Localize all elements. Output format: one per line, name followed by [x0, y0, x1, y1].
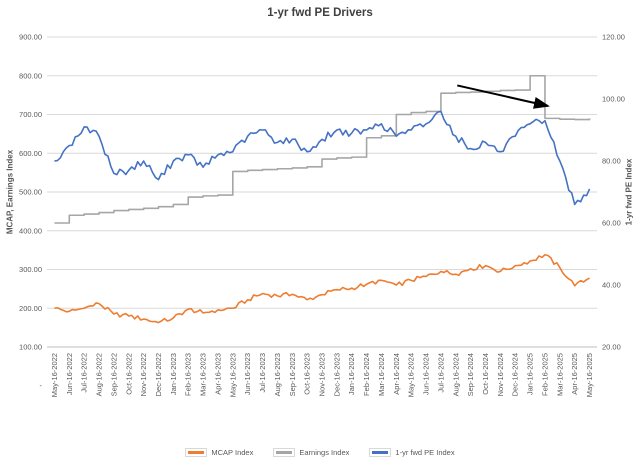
legend-label-mcap-index: MCAP Index	[211, 448, 254, 457]
svg-text:Aug-16-2023: Aug-16-2023	[273, 353, 282, 396]
svg-text:May-16-2025: May-16-2025	[585, 353, 594, 397]
svg-text:Jan-16-2023: Jan-16-2023	[169, 353, 178, 395]
legend-key-box	[369, 448, 392, 457]
svg-text:Mar-16-2024: Mar-16-2024	[377, 353, 386, 396]
x-axis-labels: May-16-2022 Jun-16-2022 Jul-16-2022 Aug-16-…	[50, 353, 594, 397]
svg-text:700.00: 700.00	[19, 110, 42, 119]
svg-text:600.00: 600.00	[19, 149, 42, 158]
svg-text:Jul-16-2022: Jul-16-2022	[80, 353, 89, 393]
legend-key-box	[273, 448, 296, 457]
svg-text:Aug-16-2022: Aug-16-2022	[95, 353, 104, 396]
legend-label-earnings-index: Earnings Index	[299, 448, 350, 457]
annotation-arrow	[457, 84, 550, 109]
svg-text:20.00: 20.00	[602, 343, 621, 352]
svg-text:Dec-16-2022: Dec-16-2022	[154, 353, 163, 396]
svg-text:Feb-16-2025: Feb-16-2025	[540, 353, 549, 396]
svg-text:100.00: 100.00	[602, 95, 625, 104]
legend-label-pe-index: 1-yr fwd PE Index	[395, 448, 455, 457]
svg-text:500.00: 500.00	[19, 188, 42, 197]
series-line-earnings-index	[54, 74, 591, 224]
svg-text:Nov-16-2023: Nov-16-2023	[318, 353, 327, 396]
svg-text:Oct-16-2023: Oct-16-2023	[303, 353, 312, 395]
horizontal-gridlines	[47, 36, 597, 309]
svg-text:Feb-16-2023: Feb-16-2023	[184, 353, 193, 396]
series-line-mcap-index	[54, 253, 590, 324]
left-axis-tick-labels: 100.00 200.00 300.00 400.00 500.00 600.00 700.…	[19, 33, 42, 352]
svg-text:Jun-16-2024: Jun-16-2024	[422, 353, 431, 395]
legend-item-pe-index: 1-yr fwd PE Index	[369, 448, 455, 457]
svg-text:40.00: 40.00	[602, 281, 621, 290]
svg-text:800.00: 800.00	[19, 71, 42, 80]
svg-text:200.00: 200.00	[19, 304, 42, 313]
svg-text:Jan-16-2025: Jan-16-2025	[526, 353, 535, 395]
legend-item-mcap-index: MCAP Index	[185, 448, 253, 457]
svg-text:900.00: 900.00	[19, 33, 42, 42]
svg-text:300.00: 300.00	[19, 265, 42, 274]
svg-text:Dec-16-2023: Dec-16-2023	[332, 353, 341, 396]
svg-text:May-16-2024: May-16-2024	[407, 353, 416, 397]
svg-text:Nov-16-2022: Nov-16-2022	[139, 353, 148, 396]
mcap-index-line-swatch	[188, 451, 205, 454]
svg-text:May-16-2023: May-16-2023	[228, 353, 237, 397]
chart-title: 1-yr fwd PE Drivers	[267, 7, 373, 19]
svg-text:Mar-16-2023: Mar-16-2023	[199, 353, 208, 396]
stray-dash: -	[40, 381, 43, 390]
svg-text:Jul-16-2023: Jul-16-2023	[258, 353, 267, 393]
svg-text:Sep-16-2023: Sep-16-2023	[288, 353, 297, 396]
legend-item-earnings-index: Earnings Index	[273, 448, 349, 457]
svg-text:Jun-16-2023: Jun-16-2023	[243, 353, 252, 395]
svg-text:May-16-2022: May-16-2022	[50, 353, 59, 397]
svg-text:Oct-16-2024: Oct-16-2024	[481, 353, 490, 395]
svg-text:Dec-16-2024: Dec-16-2024	[511, 353, 520, 396]
svg-text:Oct-16-2022: Oct-16-2022	[124, 353, 133, 395]
svg-text:Aug-16-2024: Aug-16-2024	[451, 353, 460, 396]
right-axis-tick-labels: 20.00 40.00 60.00 80.00 100.00 120.00	[602, 33, 625, 352]
chart-legend: MCAP Index Earnings Index 1-yr fwd PE In…	[0, 448, 640, 457]
svg-text:Sep-16-2024: Sep-16-2024	[466, 353, 475, 396]
svg-text:400.00: 400.00	[19, 226, 42, 235]
svg-text:Apr-16-2024: Apr-16-2024	[392, 353, 401, 395]
svg-text:Mar-16-2025: Mar-16-2025	[555, 353, 564, 396]
earnings-index-line-swatch	[276, 451, 293, 454]
legend-key-box	[185, 448, 208, 457]
svg-text:100.00: 100.00	[19, 343, 42, 352]
svg-text:120.00: 120.00	[602, 33, 625, 42]
svg-text:80.00: 80.00	[602, 157, 621, 166]
svg-text:Apr-16-2023: Apr-16-2023	[213, 353, 222, 395]
svg-text:Sep-16-2022: Sep-16-2022	[109, 353, 118, 396]
svg-text:Apr-16-2025: Apr-16-2025	[570, 353, 579, 395]
svg-text:Nov-16-2024: Nov-16-2024	[496, 353, 505, 396]
svg-text:Jul-16-2024: Jul-16-2024	[436, 353, 445, 393]
series-line-1-yr-fwd-pe-index	[54, 110, 591, 206]
pe-index-line-swatch	[372, 451, 389, 454]
svg-text:Feb-16-2024: Feb-16-2024	[362, 353, 371, 396]
svg-text:Jan-16-2024: Jan-16-2024	[347, 353, 356, 395]
svg-text:Jun-16-2022: Jun-16-2022	[65, 353, 74, 395]
svg-text:60.00: 60.00	[602, 219, 621, 228]
